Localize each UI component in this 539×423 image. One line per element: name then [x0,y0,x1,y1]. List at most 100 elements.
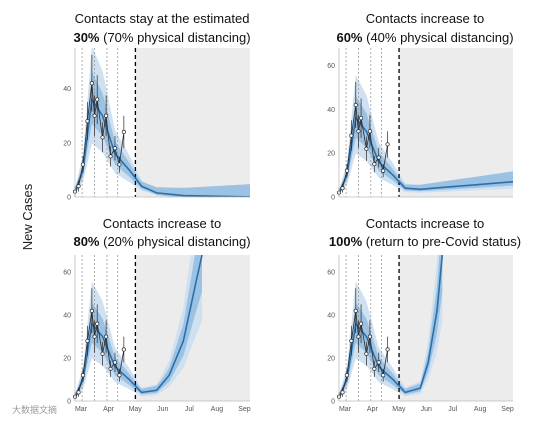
panel-title-rest: (40% physical distancing) [363,30,514,45]
observed-point [385,142,390,147]
observed-point [95,321,100,326]
x-tick-label: Jun [157,406,168,413]
observed-point [121,347,126,352]
observed-point [353,102,358,108]
y-tick-label: 20 [63,140,71,147]
y-tick-label: 0 [67,195,71,202]
y-tick-label: 60 [327,270,335,277]
uncertainty-band-inner [339,255,443,399]
observed-point [353,308,358,313]
panel-title-line1: Contacts increase to [103,216,222,231]
observed-point [100,351,105,356]
observed-point [372,366,377,371]
panel-title-line2: 80% (20% physical distancing) [73,234,250,249]
y-tick-label: 40 [327,313,335,320]
panel-title-line1: Contacts increase to [366,216,485,231]
panel-title-line2: 100% (return to pre-Covid status) [329,234,521,249]
observed-point [349,133,354,138]
x-tick-label: Jun [421,406,432,413]
panel-title-bold: 60% [336,30,362,45]
observed-point [340,186,345,191]
observed-point [89,308,94,313]
observed-point [89,81,94,86]
y-tick-label: 40 [327,107,335,114]
x-tick-label: May [392,406,406,413]
x-tick-label: Apr [367,406,379,413]
y-tick-label: 0 [67,399,71,406]
observed-point [117,162,122,167]
x-tick-label: Mar [339,406,352,413]
panel-3: Contacts increase to 80% (20% physical di… [63,216,251,413]
y-tick-label: 0 [331,399,335,406]
y-axis-label: New Cases [20,183,35,250]
x-tick-label: Sep [501,406,514,413]
uncertainty-band-inner [75,255,202,399]
observed-point [121,129,126,135]
panel-title-line2: 60% (40% physical distancing) [336,30,513,45]
panel-title-line2: 30% (70% physical distancing) [73,30,250,45]
y-tick-label: 20 [63,356,71,363]
panel-title-line1: Contacts stay at the estimated [75,11,250,26]
observed-point [381,373,386,378]
observed-point [344,168,349,173]
x-tick-label: Aug [211,406,224,413]
watermark: 大数据文摘 [12,404,57,415]
observed-point [108,154,113,159]
median-line [75,255,203,398]
observed-point [340,390,345,395]
observed-point [356,129,361,134]
observed-point [367,129,372,134]
observed-point [85,119,90,124]
panel-2: Contacts increase to 60% (40% physical di… [327,11,513,202]
panel-title-bold: 80% [73,234,99,249]
observed-point [85,338,90,343]
observed-point [80,162,86,167]
observed-point [104,334,109,339]
observed-point [108,366,113,371]
observed-point [364,351,369,356]
observed-point [344,373,349,378]
observed-point [359,321,364,326]
y-tick-label: 60 [63,270,71,277]
x-tick-label: Apr [103,406,115,413]
observed-point [372,162,377,167]
observed-point [92,113,97,118]
panel-title-line1: Contacts increase to [366,11,485,26]
uncertainty-band-outer [339,255,443,399]
observed-point [359,116,364,121]
y-tick-label: 0 [331,195,335,202]
panel-title-bold: 30% [73,30,99,45]
observed-point [80,373,86,378]
observed-point [100,135,105,140]
observed-point [356,334,361,339]
observed-point [364,146,369,151]
observed-point [95,97,100,102]
x-tick-label: Jul [185,406,194,413]
panels-group: Contacts stay at the estimated 30% (70% p… [63,11,521,413]
observed-point [104,113,109,118]
y-tick-label: 20 [327,151,335,158]
x-tick-label: May [129,406,143,413]
observed-point [76,184,81,189]
median-line [339,116,513,193]
observed-point [117,373,122,378]
y-tick-label: 40 [63,313,71,320]
x-tick-label: Aug [474,406,487,413]
panel-title-bold: 100% [329,234,363,249]
panel-1: Contacts stay at the estimated 30% (70% p… [63,11,250,202]
projection-shade [399,255,513,401]
observed-point [381,168,386,173]
panel-title-rest: (20% physical distancing) [100,234,251,249]
observed-point [112,146,118,151]
observed-point [367,334,372,339]
projection-shade [135,48,250,197]
x-tick-label: Mar [75,406,88,413]
observed-point [112,360,118,365]
panel-4: Contacts increase to 100% (return to pre-… [327,216,521,413]
projection-shade [399,48,513,197]
observed-point [376,155,381,160]
y-tick-label: 60 [327,63,335,70]
observed-point [76,390,81,395]
y-tick-label: 20 [327,356,335,363]
